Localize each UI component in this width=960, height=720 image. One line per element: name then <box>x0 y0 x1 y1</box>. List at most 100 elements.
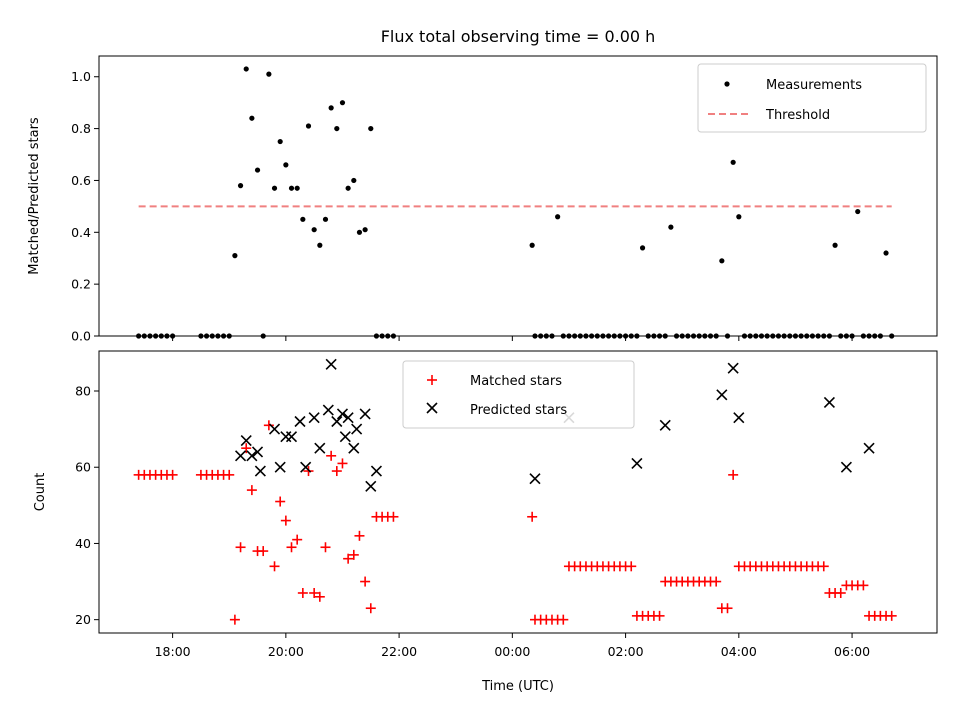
bottom-x-tick-label: 20:00 <box>268 644 304 659</box>
measurement-point <box>362 227 368 233</box>
bottom-panel: 20 40 60 80 18:00 20:00 22:00 00:00 02:00 04:00 0… <box>33 350 938 694</box>
matched-star-point <box>818 561 829 572</box>
top-y-tick-label: 0.6 <box>71 173 91 188</box>
bottom-x-tick-label: 06:00 <box>834 644 870 659</box>
bottom-y-tick-label: 60 <box>75 460 91 475</box>
bottom-x-tick-label: 02:00 <box>608 644 644 659</box>
top-legend-box <box>697 63 927 133</box>
measurement-point <box>237 183 244 189</box>
bottom-x-tick-label: 04:00 <box>721 644 757 659</box>
matched-star-point <box>235 542 246 553</box>
top-axes-frame <box>98 55 938 337</box>
predicted-star-point <box>840 461 852 473</box>
bottom-x-tick-label: 22:00 <box>381 644 417 659</box>
predicted-star-point <box>359 408 371 420</box>
measurement-point <box>339 100 346 106</box>
legend-matched-marker <box>427 375 437 385</box>
bottom-x-tick-label: 00:00 <box>494 644 530 659</box>
matched-star-point <box>258 546 269 557</box>
matched-star-point <box>297 587 308 598</box>
matched-star-point <box>229 614 240 625</box>
measurement-point <box>283 162 289 168</box>
matched-star-point <box>246 485 257 496</box>
predicted-star-point <box>823 396 835 409</box>
matched-star-point <box>314 591 325 602</box>
bottom-y-tick-label: 80 <box>75 384 91 399</box>
measurement-point <box>855 208 861 215</box>
measurement-point <box>736 214 742 220</box>
predicted-star-point <box>351 423 363 435</box>
legend-matched-label: Matched stars <box>470 374 562 389</box>
predicted-star-point <box>348 442 360 454</box>
bottom-axes-frame <box>98 350 938 634</box>
measurement-point <box>254 167 261 173</box>
matched-star-point <box>331 466 342 477</box>
top-y-tick-label: 0.8 <box>71 121 91 136</box>
measurement-point <box>351 177 357 184</box>
measurement-point <box>368 125 374 132</box>
bottom-y-tick-label: 40 <box>75 536 91 551</box>
bottom-y-axis: 20 40 60 80 <box>75 384 99 627</box>
measurement-point <box>305 123 312 129</box>
predicted-star-point <box>727 362 739 374</box>
predicted-star-point <box>246 450 258 462</box>
predicted-star-point <box>294 415 306 428</box>
measurement-point <box>243 66 249 72</box>
matched-star-point <box>269 561 280 572</box>
matched-star-point <box>354 530 365 541</box>
matched-star-point <box>886 610 897 621</box>
top-panel: 0.0 0.2 0.4 0.6 0.8 1.0 Matched/Predicted sta… <box>27 55 938 344</box>
measurement-point <box>322 216 329 222</box>
matched-star-point <box>365 603 376 614</box>
measurement-point <box>334 125 340 132</box>
measurement-point <box>883 250 889 256</box>
measurement-point <box>832 242 838 248</box>
predicted-star-point <box>339 431 351 443</box>
chart-title: Flux total observing time = 0.00 h <box>381 27 656 46</box>
predicted-star-point <box>268 423 281 435</box>
predicted-star-point <box>733 412 745 424</box>
measurement-point <box>311 227 317 233</box>
legend-threshold-label: Threshold <box>765 108 830 123</box>
legend-predicted-marker <box>426 402 438 414</box>
matched-star-point <box>558 614 569 625</box>
matched-star-point <box>320 542 331 553</box>
matched-star-point <box>292 534 303 545</box>
matched-star-point <box>343 553 354 564</box>
matched-star-point <box>167 469 178 480</box>
matched-star-point <box>835 587 846 598</box>
measurement-point <box>668 224 674 230</box>
top-y-axis: 0.0 0.2 0.4 0.6 0.8 1.0 <box>71 69 99 344</box>
matched-star-point <box>241 443 252 454</box>
predicted-star-point <box>863 442 875 454</box>
predicted-star-point <box>659 419 671 431</box>
measurement-point <box>317 242 323 248</box>
measurement-point <box>529 242 535 248</box>
top-legend: Measurements Threshold <box>697 63 927 133</box>
predicted-star-point <box>331 415 343 428</box>
predicted-star-point <box>234 450 247 462</box>
matched-star-point <box>224 469 235 480</box>
predicted-star-point <box>280 431 292 443</box>
predicted-star-point <box>308 412 320 424</box>
measurement-point <box>271 185 278 191</box>
bottom-plot-area <box>133 358 897 625</box>
matched-star-point <box>858 580 869 591</box>
predicted-star-point <box>285 431 298 443</box>
measurement-point <box>356 229 363 235</box>
measurement-point <box>730 159 736 165</box>
legend-predicted-label: Predicted stars <box>470 403 567 418</box>
top-y-axis-label: Matched/Predicted stars <box>27 117 42 275</box>
measurement-point <box>555 214 561 220</box>
measurement-point <box>249 115 255 121</box>
bottom-x-axis: 18:00 20:00 22:00 00:00 02:00 04:00 06:00 <box>155 633 870 659</box>
predicted-star-point <box>251 446 264 458</box>
bottom-y-tick-label: 20 <box>75 612 91 627</box>
top-y-tick-label: 0.0 <box>71 329 91 344</box>
matched-star-point <box>722 603 733 614</box>
top-y-tick-label: 1.0 <box>71 69 91 84</box>
x-axis-label: Time (UTC) <box>481 679 554 694</box>
bottom-y-axis-label: Count <box>33 473 48 512</box>
top-y-tick-label: 0.4 <box>71 225 91 240</box>
predicted-star-point <box>240 434 252 447</box>
